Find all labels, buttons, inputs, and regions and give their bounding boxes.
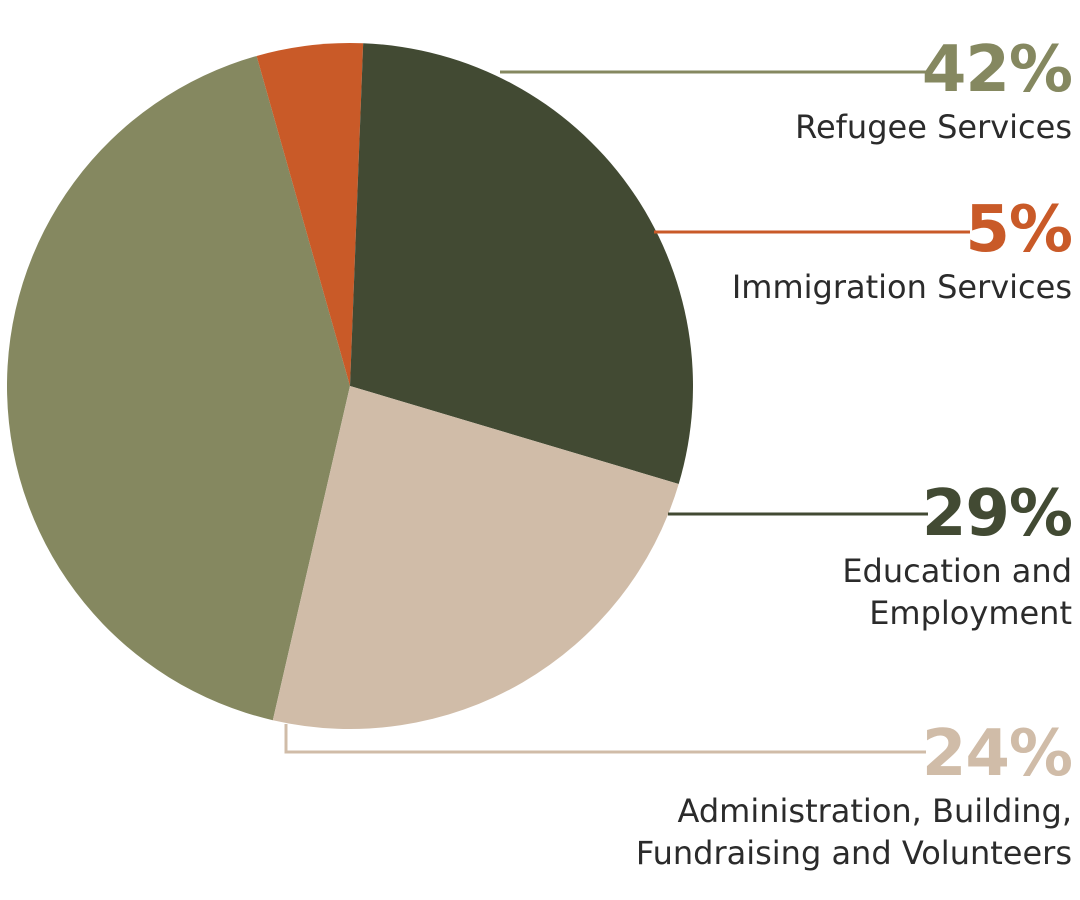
slice-value-label-immigration-services: 5% xyxy=(965,193,1073,267)
pie-slice-immigration-services xyxy=(256,42,364,386)
slice-name-label-administration: Administration, Building, Fundraising an… xyxy=(636,790,1072,874)
slice-name-line: Refugee Services xyxy=(795,108,1072,146)
slice-name-label-education-and-employment: Education and Employment xyxy=(842,550,1072,634)
pie-slice-administration-building-fundraising-and-volunteers xyxy=(272,386,679,730)
slice-name-line: Education and xyxy=(842,552,1072,590)
slice-value-label-education-and-employment: 29% xyxy=(921,477,1073,551)
slice-name-label-refugee-services: Refugee Services xyxy=(795,106,1072,148)
slice-name-line: Employment xyxy=(869,594,1072,632)
pie-slice-refugee-services xyxy=(6,55,351,721)
slice-value-label-administration: 24% xyxy=(921,717,1073,791)
slice-name-line: Administration, Building, xyxy=(677,792,1072,830)
leader-line-administration-building-fundraising-and-volunteers xyxy=(284,724,926,754)
slice-name-line: Immigration Services xyxy=(731,268,1072,306)
slice-name-label-immigration-services: Immigration Services xyxy=(732,266,1072,308)
pie-slices xyxy=(6,42,693,730)
slice-value-label-refugee-services: 42% xyxy=(921,33,1073,107)
leader-lines xyxy=(284,70,970,754)
slice-name-line: Fundraising and Volunteers xyxy=(635,834,1072,872)
pie-slice-education-and-employment xyxy=(350,43,693,484)
